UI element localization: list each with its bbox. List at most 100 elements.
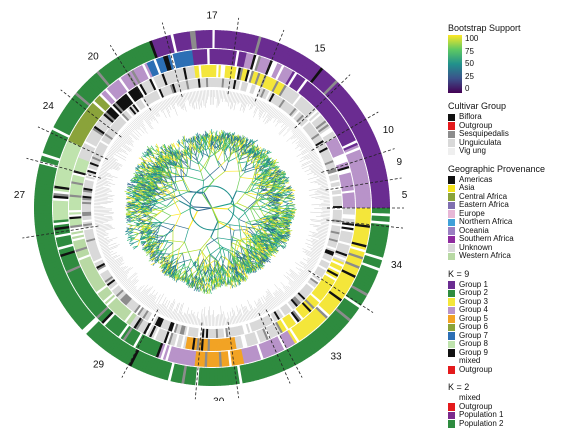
leaf-tick <box>220 90 221 103</box>
leaf-tick <box>115 141 130 152</box>
leaf-tick <box>186 93 187 100</box>
leaf-tick <box>107 154 113 157</box>
leaf-tick <box>102 247 109 250</box>
leaf-tick <box>277 114 283 122</box>
leaf-tick <box>315 180 327 183</box>
leaf-tick <box>179 312 182 322</box>
leaf-tick <box>223 314 224 325</box>
leaf-tick <box>203 90 204 106</box>
leaf-tick <box>202 314 203 326</box>
leaf-tick <box>243 96 248 113</box>
leaf-tick <box>165 309 168 316</box>
tree-branch <box>225 162 228 172</box>
leaf-tick <box>254 309 257 317</box>
leaf-tick <box>300 141 309 147</box>
leaf-tick <box>99 237 110 240</box>
leaf-tick <box>174 303 180 320</box>
leaf-tick <box>294 132 302 139</box>
leaf-tick <box>312 204 330 205</box>
tree-branch <box>127 224 132 225</box>
tree-branch <box>231 274 232 277</box>
tree-branch <box>185 229 189 242</box>
ring-segment <box>53 208 68 211</box>
leaf-tick <box>94 200 113 201</box>
circular-phylogenetic-tree: 1715109534333029272420 <box>0 0 440 401</box>
tree-branch <box>197 153 199 160</box>
leaf-tick <box>109 150 115 154</box>
leaf-tick <box>97 183 111 186</box>
leaf-tick <box>217 90 218 107</box>
leaf-tick <box>313 226 328 229</box>
leaf-tick <box>224 91 225 99</box>
leaf-tick <box>117 138 125 144</box>
leaf-tick <box>219 314 220 326</box>
tree-branch <box>182 249 200 253</box>
leaf-tick <box>110 259 123 267</box>
leaf-tick <box>98 179 111 182</box>
leaf-tick <box>95 196 108 197</box>
leaf-tick <box>224 311 226 325</box>
tree-branch <box>163 236 166 243</box>
leaf-tick <box>154 105 160 116</box>
leaf-tick <box>286 286 293 294</box>
leaf-tick <box>126 128 139 140</box>
leaf-tick <box>122 273 136 285</box>
leaf-tick <box>241 304 246 321</box>
leaf-tick <box>159 103 167 118</box>
tree-branch <box>168 240 184 242</box>
leaf-tick <box>116 271 124 277</box>
tree-branch <box>175 225 189 229</box>
leaf-tick <box>114 266 126 274</box>
leaf-tick <box>266 296 274 309</box>
leaf-tick <box>321 223 329 224</box>
leaf-tick <box>94 216 104 217</box>
leaf-tick <box>291 131 301 140</box>
leaf-tick <box>279 288 288 298</box>
leaf-tick <box>198 318 199 325</box>
leaf-tick <box>226 91 227 102</box>
leaf-tick <box>100 172 118 178</box>
leaf-tick <box>146 110 152 119</box>
leaf-tick <box>234 310 237 323</box>
tree-branches <box>125 129 297 294</box>
leaf-tick <box>301 261 313 268</box>
leaf-tick <box>208 310 209 326</box>
leaf-tick <box>236 316 238 323</box>
leaf-tick <box>190 92 193 108</box>
tree-branch <box>127 206 131 207</box>
leaf-tick <box>103 163 119 170</box>
leaf-tick <box>163 101 171 118</box>
leaf-tick <box>195 316 196 324</box>
leaf-tick <box>97 182 108 185</box>
leaf-tick <box>130 124 142 136</box>
leaf-tick <box>96 226 112 229</box>
leaf-tick <box>248 96 251 104</box>
leaf-tick <box>258 302 264 314</box>
leaf-tick <box>263 105 270 118</box>
leaf-tick <box>308 174 325 179</box>
leaf-tick <box>275 291 283 301</box>
tree-branch <box>185 263 186 270</box>
leaf-tick <box>238 94 241 105</box>
ring-segment <box>209 30 212 48</box>
leaf-tick <box>248 97 251 106</box>
leaf-tick <box>266 291 276 307</box>
leaf-tick <box>306 254 318 260</box>
leaf-tick <box>284 275 299 289</box>
leaf-tick <box>322 184 328 185</box>
leaf-tick <box>94 216 112 217</box>
tree-branch <box>178 248 180 257</box>
leaf-tick <box>289 122 293 127</box>
leaf-tick <box>166 303 172 317</box>
leaf-tick <box>94 212 114 213</box>
leaf-tick <box>322 194 330 195</box>
leaf-tick <box>315 197 329 198</box>
tree-branch <box>231 204 244 212</box>
ring-segment <box>69 208 81 211</box>
leaf-tick <box>298 272 306 278</box>
leaf-tick <box>298 137 306 143</box>
tree-branch <box>169 248 179 254</box>
leaf-tick <box>321 225 328 226</box>
leaf-tick <box>257 303 262 314</box>
tree-branch <box>251 185 259 186</box>
